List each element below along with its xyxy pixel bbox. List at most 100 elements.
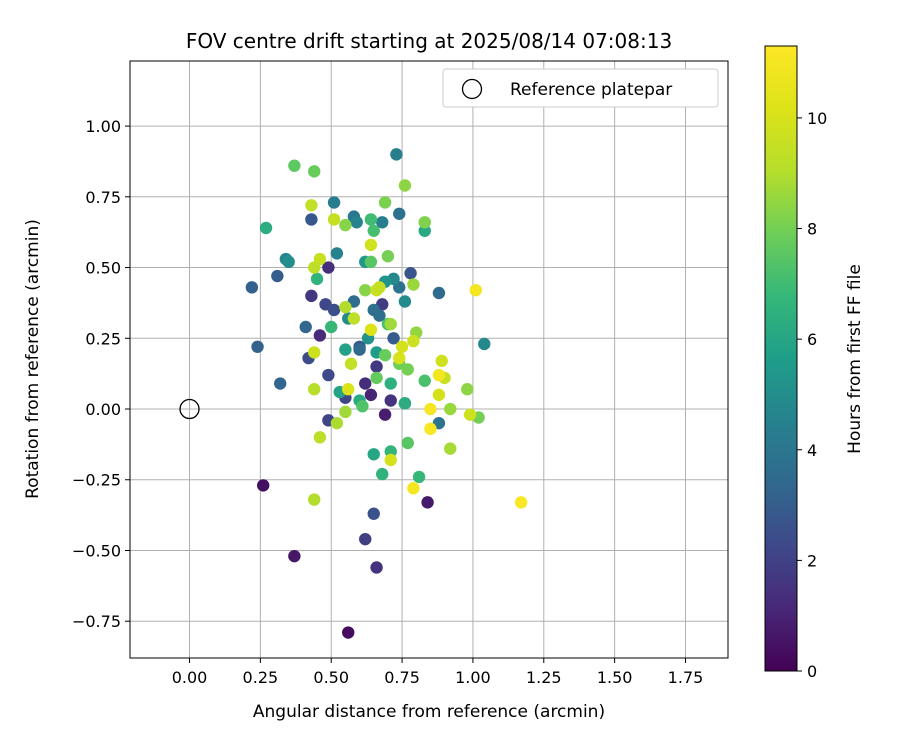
reference-point (179, 398, 200, 420)
legend-box (442, 68, 719, 108)
data-point (245, 281, 259, 294)
data-point (418, 224, 431, 237)
data-point (418, 374, 431, 387)
data-point (404, 267, 417, 280)
data-point (376, 216, 389, 229)
data-point (350, 216, 363, 229)
data-point (308, 165, 321, 178)
data-point (421, 496, 434, 509)
colorbar-gradient (764, 45, 798, 672)
y-tick-label: 0.75 (85, 188, 121, 207)
data-point (407, 482, 420, 495)
data-point (370, 360, 383, 373)
data-point (364, 255, 378, 269)
data-point (432, 286, 446, 300)
data-point (401, 363, 414, 376)
data-point (384, 317, 397, 331)
data-point (299, 320, 312, 334)
data-point (339, 218, 352, 232)
y-tick-label: 1.00 (85, 117, 121, 136)
x-tick-label: 1.25 (526, 668, 562, 687)
data-point (342, 383, 355, 396)
data-point (373, 309, 386, 322)
data-point (308, 493, 321, 506)
data-point (418, 216, 431, 229)
data-point (313, 431, 327, 444)
data-point (353, 343, 366, 356)
data-point (274, 377, 287, 390)
x-axis-label: Angular distance from reference (arcmin) (253, 702, 605, 722)
data-point (393, 207, 406, 220)
data-point (344, 357, 358, 370)
data-point (401, 436, 414, 450)
data-point (367, 507, 380, 520)
data-point (367, 448, 380, 461)
data-point (381, 250, 395, 263)
x-tick-label: 0.25 (243, 668, 279, 687)
data-point (384, 394, 397, 407)
data-point (322, 261, 335, 274)
data-point (384, 445, 397, 458)
data-point (514, 496, 528, 509)
data-point (327, 196, 341, 209)
data-point (259, 221, 273, 235)
chart-title: FOV centre drift starting at 2025/08/14 … (186, 29, 672, 53)
data-point (398, 295, 412, 308)
colorbar-tick-label: 10 (807, 109, 827, 128)
data-point (444, 402, 457, 416)
data-point (347, 312, 361, 325)
data-point (390, 148, 403, 161)
colorbar-label: Hours from first FF file (845, 264, 865, 454)
data-point (330, 416, 344, 430)
data-point (444, 442, 457, 455)
data-point (432, 388, 446, 402)
data-point (367, 224, 380, 237)
data-point (325, 320, 338, 334)
data-point (370, 561, 383, 574)
data-point (339, 405, 352, 419)
y-axis-ticks: 1.00 0.75 0.50 0.25 0.00 −0.25 −0.50 −0.75 (72, 117, 130, 631)
data-point (359, 377, 372, 390)
colorbar-tick-label: 2 (807, 551, 817, 570)
data-point (339, 343, 352, 356)
data-point (308, 346, 321, 359)
data-point (478, 337, 491, 351)
data-point (359, 283, 372, 297)
x-tick-label: 1.75 (668, 668, 704, 687)
data-point (378, 349, 392, 362)
data-point (398, 397, 412, 410)
data-point (469, 283, 482, 297)
data-point (305, 199, 318, 212)
data-point (305, 289, 318, 303)
data-point (322, 368, 335, 382)
legend-reference-marker (461, 78, 483, 100)
data-point (424, 422, 437, 436)
y-tick-label: −0.50 (72, 541, 121, 560)
data-point (342, 626, 355, 639)
y-tick-label: 0.25 (85, 329, 121, 348)
data-point (282, 255, 295, 269)
y-tick-label: −0.75 (72, 612, 121, 631)
data-point (387, 332, 400, 345)
x-tick-label: 0.75 (384, 668, 420, 687)
x-tick-label: 1.00 (455, 668, 491, 687)
data-point (271, 269, 284, 283)
legend-label: Reference platepar (510, 80, 672, 100)
data-point (424, 402, 437, 416)
data-point (407, 278, 420, 291)
data-point (370, 371, 383, 385)
x-tick-label: 1.50 (597, 668, 633, 687)
data-point (373, 281, 386, 294)
data-point (288, 549, 301, 563)
colorbar-tick-label: 4 (807, 441, 817, 460)
data-point (310, 272, 324, 286)
data-point (407, 334, 420, 348)
colorbar-ticks: 0 2 4 6 8 10 (797, 109, 827, 681)
data-point (432, 368, 446, 382)
data-point (364, 388, 378, 402)
y-tick-label: −0.25 (72, 471, 121, 490)
data-point (364, 323, 378, 336)
data-point (330, 247, 344, 260)
colorbar-tick-label: 6 (807, 330, 817, 349)
